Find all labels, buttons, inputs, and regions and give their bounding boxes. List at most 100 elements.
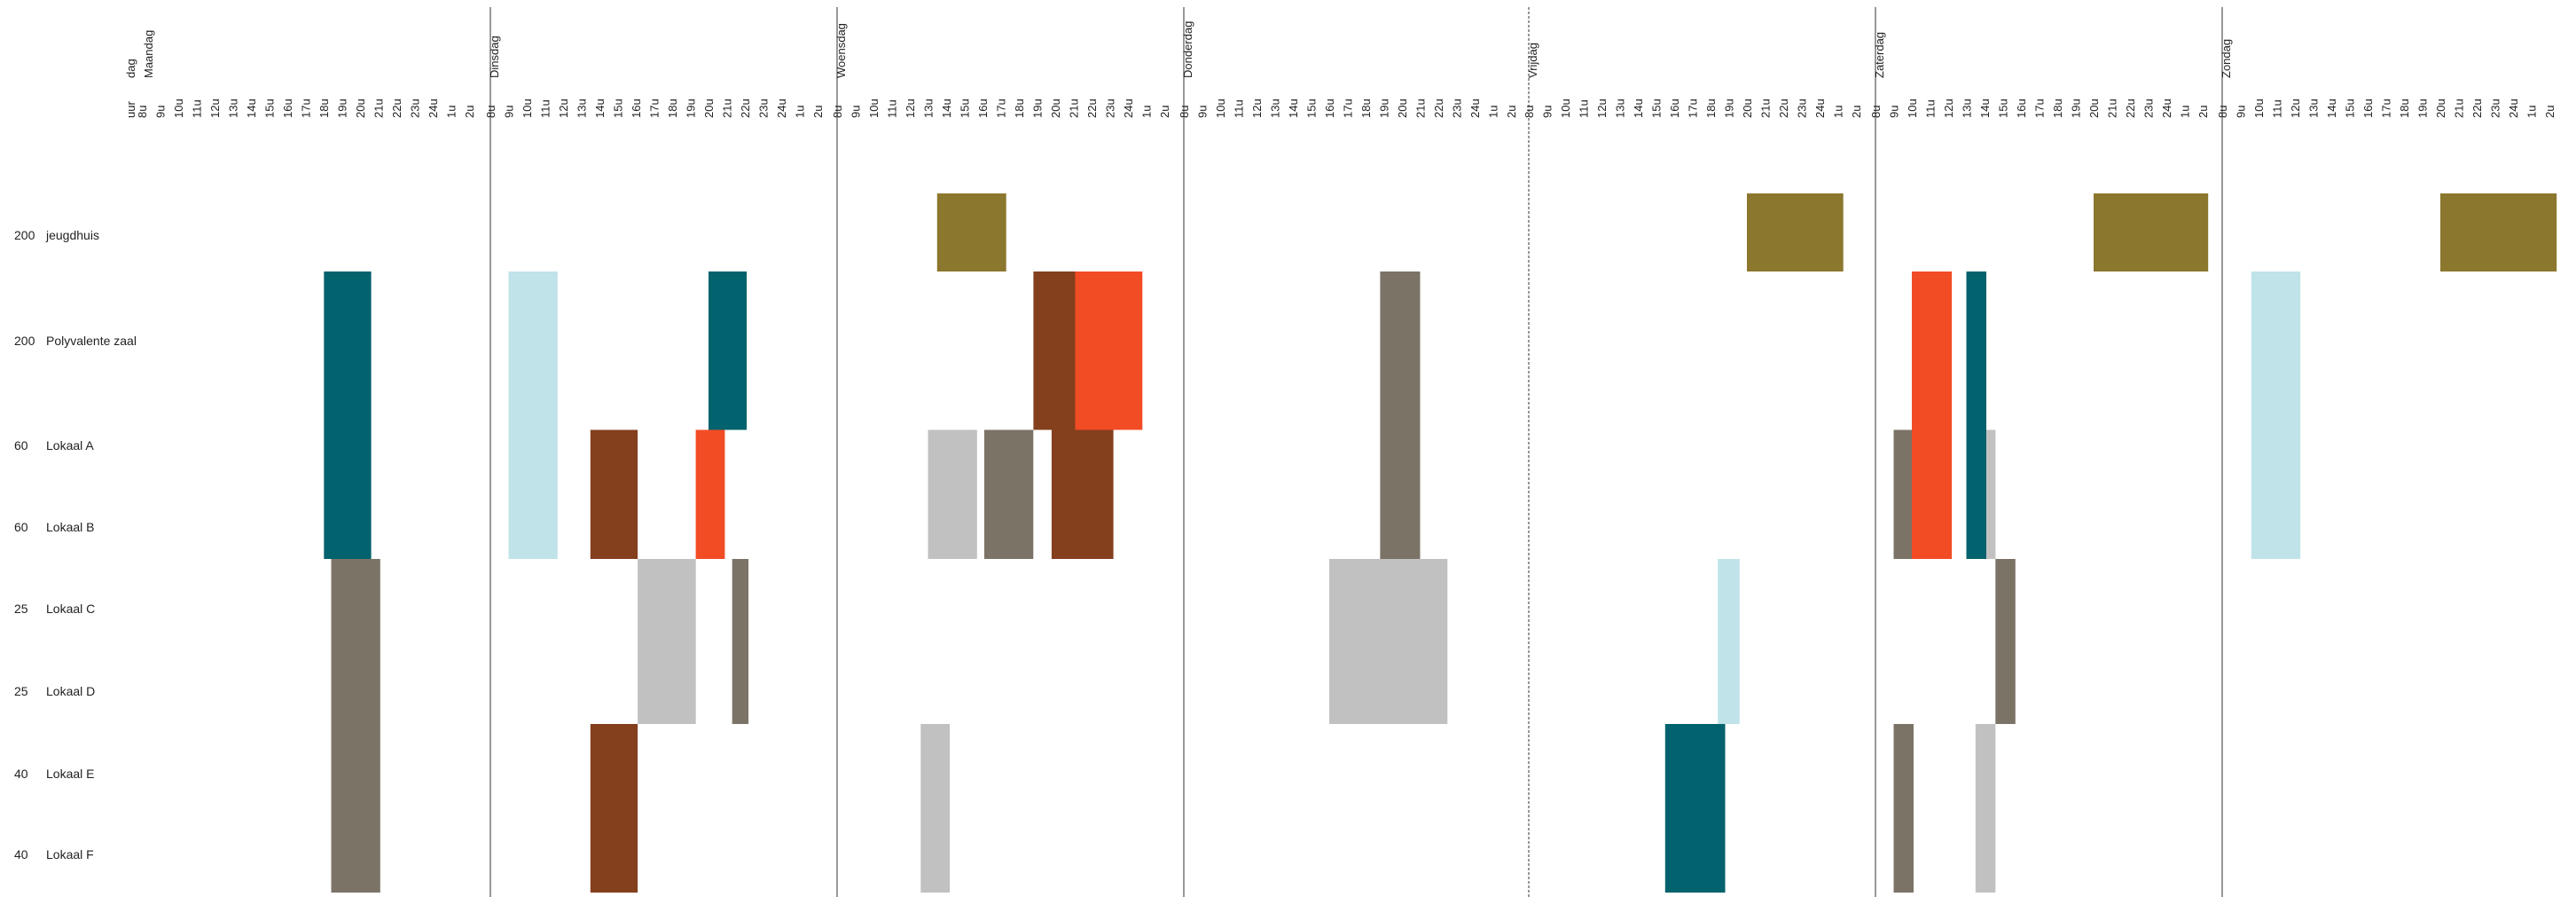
hour-tick-label: 13u <box>2307 98 2321 118</box>
hour-tick-label: 21u <box>1414 98 1428 118</box>
hour-tick-label: 16u <box>1668 98 1681 118</box>
hour-tick-label: 11u <box>1233 99 1246 118</box>
hour-tick-label: 9u <box>850 106 863 118</box>
hour-tick-label: 15u <box>2344 98 2357 118</box>
hour-tick-label: 15u <box>263 98 277 118</box>
hour-tick-label: 24u <box>2507 98 2520 118</box>
hour-tick-label: 11u <box>1924 99 1938 118</box>
hour-tick-label: 19u <box>336 98 349 118</box>
hour-tick-label: 14u <box>245 98 258 118</box>
booking-bar-12 <box>928 429 977 559</box>
hour-tick-label: 18u <box>2051 98 2064 118</box>
hour-tick-label: 14u <box>1632 98 1645 118</box>
hour-tick-label: 23u <box>409 98 422 118</box>
hour-tick-label: 15u <box>612 98 625 118</box>
day-label-4: Vrijdag <box>1526 43 1539 78</box>
room-name-4: Lokaal C <box>46 602 95 616</box>
hour-tick-label: 15u <box>1305 98 1319 118</box>
hour-tick-label: 20u <box>354 98 367 118</box>
hour-tick-label: 12u <box>904 98 917 118</box>
booking-bar-7 <box>732 559 749 724</box>
hour-tick-label: 9u <box>1541 106 1554 118</box>
booking-bar-21 <box>2094 193 2209 271</box>
hour-tick-label: 2u <box>1850 106 1863 118</box>
booking-bar-20 <box>1664 724 1726 893</box>
day-header-label: dag <box>124 59 137 78</box>
room-name-1: Polyvalente zaal <box>46 334 137 348</box>
hour-tick-label: 18u <box>317 98 331 118</box>
booking-bar-11 <box>1075 271 1143 430</box>
room-name-6: Lokaal E <box>46 767 94 781</box>
hour-tick-label: 19u <box>2070 98 2083 118</box>
booking-bar-0 <box>324 271 372 559</box>
hour-tick-label: 14u <box>1978 98 1992 118</box>
booking-bar-5 <box>695 429 725 559</box>
hour-tick-label: 9u <box>503 106 516 118</box>
room-name-2: Lokaal A <box>46 438 94 452</box>
booking-bar-27 <box>1893 724 1914 893</box>
day-dividers <box>489 7 2223 897</box>
hour-tick-label: 18u <box>666 98 679 118</box>
hour-tick-label: 21u <box>1068 98 1081 118</box>
hour-tick-label: 21u <box>2106 98 2119 118</box>
room-capacity-7: 40 <box>14 847 28 862</box>
hour-tick-label: 16u <box>630 98 643 118</box>
hour-tick-label: 14u <box>1287 98 1300 118</box>
hour-tick-label: 8u <box>1869 106 1883 118</box>
booking-bar-24 <box>1893 429 1912 559</box>
hour-tick-labels: 8u 9u 10u 11u 12u 13u 14u 15u 16u 17u 18u 19u 20u 21u… <box>136 98 2556 118</box>
hour-tick-label: 17u <box>995 98 1008 118</box>
hour-tick-label: 12u <box>557 98 570 118</box>
hour-tick-label: 18u <box>1359 98 1373 118</box>
hour-tick-label: 8u <box>2216 106 2229 118</box>
room-name-7: Lokaal F <box>46 847 94 862</box>
hour-tick-label: 10u <box>521 98 534 118</box>
hour-tick-label: 19u <box>2416 98 2430 118</box>
hour-tick-label: 24u <box>1122 98 1135 118</box>
booking-bar-22 <box>1912 271 1953 559</box>
hour-tick-label: 17u <box>1342 98 1355 118</box>
day-label-0: Maandag <box>142 30 155 78</box>
hour-tick-label: 24u <box>1813 98 1827 118</box>
booking-bar-13 <box>984 429 1034 559</box>
booking-bar-16 <box>1380 271 1421 559</box>
day-label-5: Zaterdag <box>1873 32 1886 78</box>
hour-tick-label: 12u <box>1250 98 1264 118</box>
hour-tick-label: 13u <box>1269 98 1282 118</box>
booking-bar-15 <box>920 724 951 893</box>
hour-tick-label: 9u <box>1196 106 1210 118</box>
hour-tick-label: 20u <box>2087 98 2101 118</box>
hour-tick-label: 22u <box>2470 98 2484 118</box>
hour-tick-label: 2u <box>2543 106 2556 118</box>
hour-tick-label: 20u <box>2434 98 2447 118</box>
hour-tick-label: 11u <box>886 99 899 118</box>
hour-tick-label: 22u <box>739 98 752 118</box>
hour-tick-label: 10u <box>172 98 185 118</box>
hour-tick-label: 23u <box>2142 98 2156 118</box>
room-name-3: Lokaal B <box>46 520 94 534</box>
hour-tick-label: 12u <box>2289 98 2302 118</box>
hour-tick-label: 1u <box>2525 106 2539 118</box>
room-capacity-4: 25 <box>14 602 28 616</box>
booking-bar-3 <box>709 271 748 430</box>
day-label-1: Dinsdag <box>488 35 501 78</box>
hour-tick-label: 21u <box>2453 98 2466 118</box>
hour-tick-label: 1u <box>1832 106 1845 118</box>
hour-tick-label: 19u <box>1723 98 1736 118</box>
hour-tick-label: 11u <box>1578 99 1591 118</box>
booking-bar-14 <box>1051 429 1114 559</box>
day-labels: Maandag Dinsdag Woensdag Donderdag Vrijdag Za… <box>142 21 2233 78</box>
hour-tick-label: 1u <box>2179 106 2192 118</box>
hour-tick-label: 2u <box>2196 106 2210 118</box>
day-label-6: Zondag <box>2220 39 2233 78</box>
hour-tick-label: 23u <box>757 98 771 118</box>
booking-bar-1 <box>331 559 380 893</box>
hour-tick-label: 11u <box>2271 99 2284 118</box>
hour-tick-label: 16u <box>2361 98 2375 118</box>
booking-bar-28 <box>1975 724 1996 893</box>
hour-tick-label: 16u <box>281 98 294 118</box>
hour-tick-label: 12u <box>208 98 222 118</box>
hour-tick-label: 20u <box>1741 98 1754 118</box>
booking-bar-2 <box>508 271 558 559</box>
booking-bar-8 <box>590 724 638 893</box>
